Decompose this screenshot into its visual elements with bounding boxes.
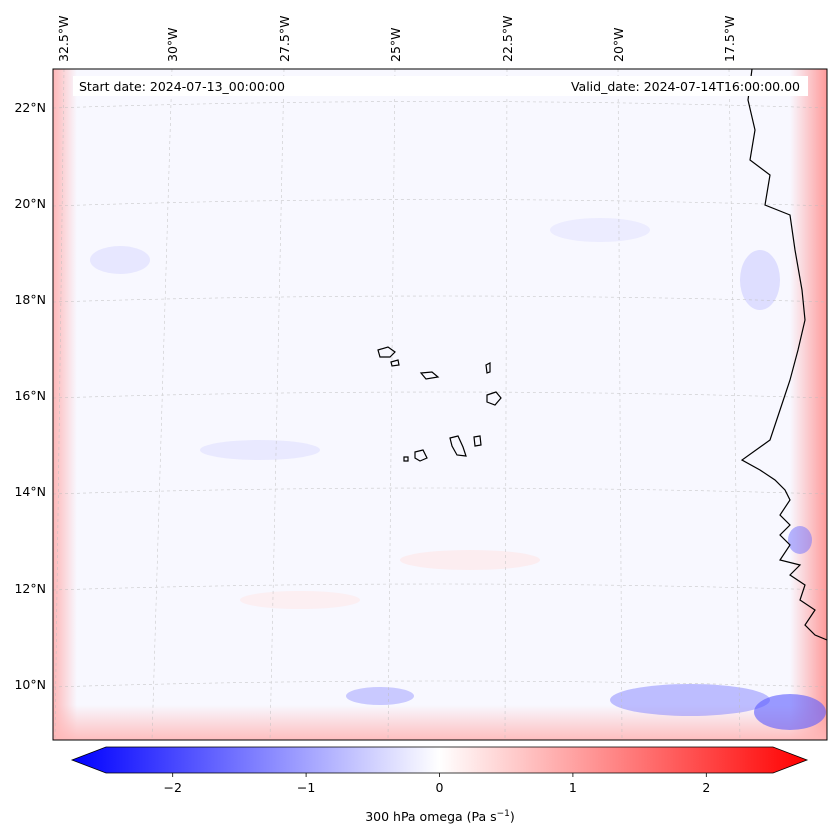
island: [485, 362, 491, 374]
omega-field: [53, 69, 827, 740]
lat-label: 18°N: [14, 292, 46, 307]
gridlines: [53, 69, 827, 740]
colorbar-tick-label: 2: [702, 780, 710, 795]
lat-label: 16°N: [14, 388, 46, 403]
latitude-labels: 22°N 20°N 18°N 16°N 14°N 12°N 10°N: [14, 100, 46, 692]
valid-date-text: Valid_date: 2024-07-14T16:00:00.00: [571, 79, 800, 94]
colorbar-tick-label: 0: [436, 780, 444, 795]
lon-label: 25°W: [388, 27, 403, 62]
island: [377, 346, 396, 358]
longitude-labels: 32.5°W 30°W 27.5°W 25°W 22.5°W 20°W 17.5…: [56, 16, 737, 62]
island: [419, 371, 440, 380]
header-box: [73, 76, 808, 96]
lon-label: 30°W: [165, 27, 180, 62]
island: [486, 391, 502, 406]
start-date-text: Start date: 2024-07-13_00:00:00: [79, 79, 285, 94]
lat-label: 14°N: [14, 484, 46, 499]
island: [403, 456, 409, 462]
colorbar-body: [70, 746, 809, 774]
africa-coast: [740, 69, 827, 641]
island: [414, 449, 428, 462]
map-background: [53, 69, 827, 740]
lon-label: 32.5°W: [56, 16, 71, 62]
lat-label: 10°N: [14, 677, 46, 692]
lon-label: 22.5°W: [500, 16, 515, 62]
island: [473, 435, 482, 447]
colorbar-tick-label: −2: [163, 780, 181, 795]
lon-label: 17.5°W: [722, 16, 737, 62]
lon-label: 20°W: [611, 27, 626, 62]
lat-label: 12°N: [14, 581, 46, 596]
colorbar-tick-label: −1: [297, 780, 315, 795]
coastlines: [377, 69, 827, 641]
colorbar-label: 300 hPa omega (Pa s−1): [365, 809, 515, 824]
lat-label: 22°N: [14, 100, 46, 115]
colorbar-ticks: −2 −1 0 1 2: [163, 773, 710, 795]
colorbar: −2 −1 0 1 2 300 hPa omega (Pa s−1): [70, 746, 809, 824]
lat-label: 20°N: [14, 196, 46, 211]
island: [390, 359, 400, 367]
map-frame: [52, 68, 828, 741]
lon-label: 27.5°W: [277, 16, 292, 62]
map-panel: Start date: 2024-07-13_00:00:00 Valid_da…: [53, 69, 827, 740]
colorbar-tick-label: 1: [569, 780, 577, 795]
island: [449, 435, 467, 457]
